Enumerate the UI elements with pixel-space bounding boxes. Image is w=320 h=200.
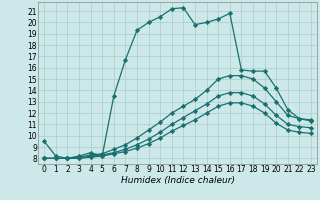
X-axis label: Humidex (Indice chaleur): Humidex (Indice chaleur) [121, 176, 235, 185]
